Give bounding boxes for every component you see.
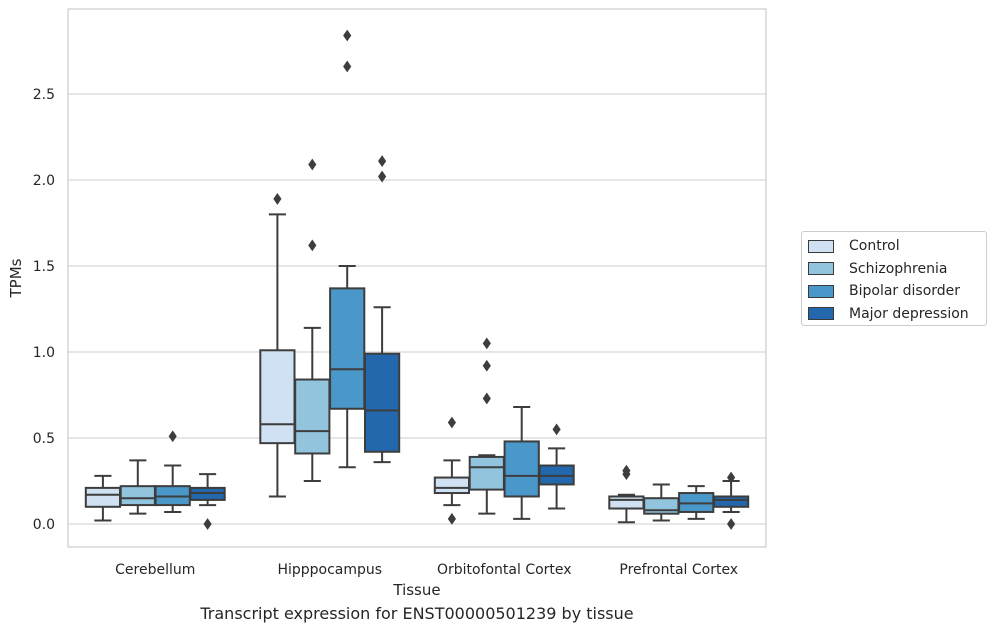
outlier-point [552,423,561,436]
plot-area [68,9,766,547]
x-axis-label: Tissue [392,581,440,599]
plot-frame [67,8,767,548]
y-tick-label: 0.5 [33,431,55,447]
box-group [294,158,331,482]
box-group [84,474,122,522]
box-body [259,349,296,445]
outlier-point [168,430,177,443]
outlier-point [308,239,317,252]
x-tick-label: Cerebellum [115,562,195,578]
y-tick-label: 1.0 [33,345,55,361]
box-body [329,287,366,410]
outlier-point [378,170,387,183]
outlier-point [273,193,282,205]
x-tick-label: Orbitofontal Cortex [437,562,572,578]
box-group [154,430,191,513]
y-tick-label: 2.0 [33,173,55,189]
box-group [433,416,471,525]
box-group [329,29,366,469]
legend-swatch [808,307,834,321]
box-group [538,423,575,510]
gridlines [68,93,766,525]
box-body [503,440,540,498]
box-body [84,486,122,508]
y-tick-label: 2.5 [33,87,55,103]
box-body [608,495,645,510]
y-tick-labels: 0.0 0.5 1.0 1.5 2.0 2.5 [33,87,55,533]
box-body [433,476,471,495]
box-body [294,378,331,455]
y-axis-label: TPMs [7,258,25,298]
legend-swatch [808,239,834,253]
outlier-point [343,29,352,42]
legend: Control Schizophrenia Bipolar disorder Majo… [801,231,987,326]
x-tick-labels: Cerebellum Hipppocampus Orbitofontal Corte… [115,562,738,578]
box-body [643,497,680,515]
box-body [363,352,401,453]
box-body [119,485,156,507]
chart-caption: Transcript expression for ENST0000050123… [200,604,634,623]
legend-item: Bipolar disorder [808,280,986,303]
legend-label: Control [849,238,900,255]
legend-swatch [808,284,834,298]
legend-label: Major depression [849,305,969,322]
box-body [468,455,505,491]
outlier-point [727,471,736,484]
y-tick-label: 0.0 [33,517,55,533]
outlier-point [622,464,631,477]
box-group [363,155,401,464]
legend-swatch [808,262,834,276]
box-group [712,471,750,530]
box-body [712,495,750,508]
outlier-point [308,158,317,171]
box-group [678,485,715,520]
outlier-point [447,512,456,525]
legend-label: Bipolar disorder [849,283,961,300]
legend-label: Schizophrenia [849,260,948,277]
x-tick-label: Hipppocampus [277,562,382,578]
box-group [189,473,226,530]
y-tick-label: 1.5 [33,259,55,275]
legend-item: Schizophrenia [808,258,986,281]
outlier-point [203,518,212,530]
outlier-point [482,392,491,405]
outlier-point [378,155,387,167]
box-group [503,406,540,520]
box-group [608,464,645,524]
x-tick-label: Prefrontal Cortex [619,562,738,578]
outlier-point [482,337,491,350]
legend-item: Major depression [808,303,986,326]
outlier-point [447,416,456,429]
boxes [84,29,750,530]
outlier-point [727,518,736,530]
outlier-point [343,60,352,73]
legend-item: Control [808,235,986,258]
outlier-point [482,359,491,372]
